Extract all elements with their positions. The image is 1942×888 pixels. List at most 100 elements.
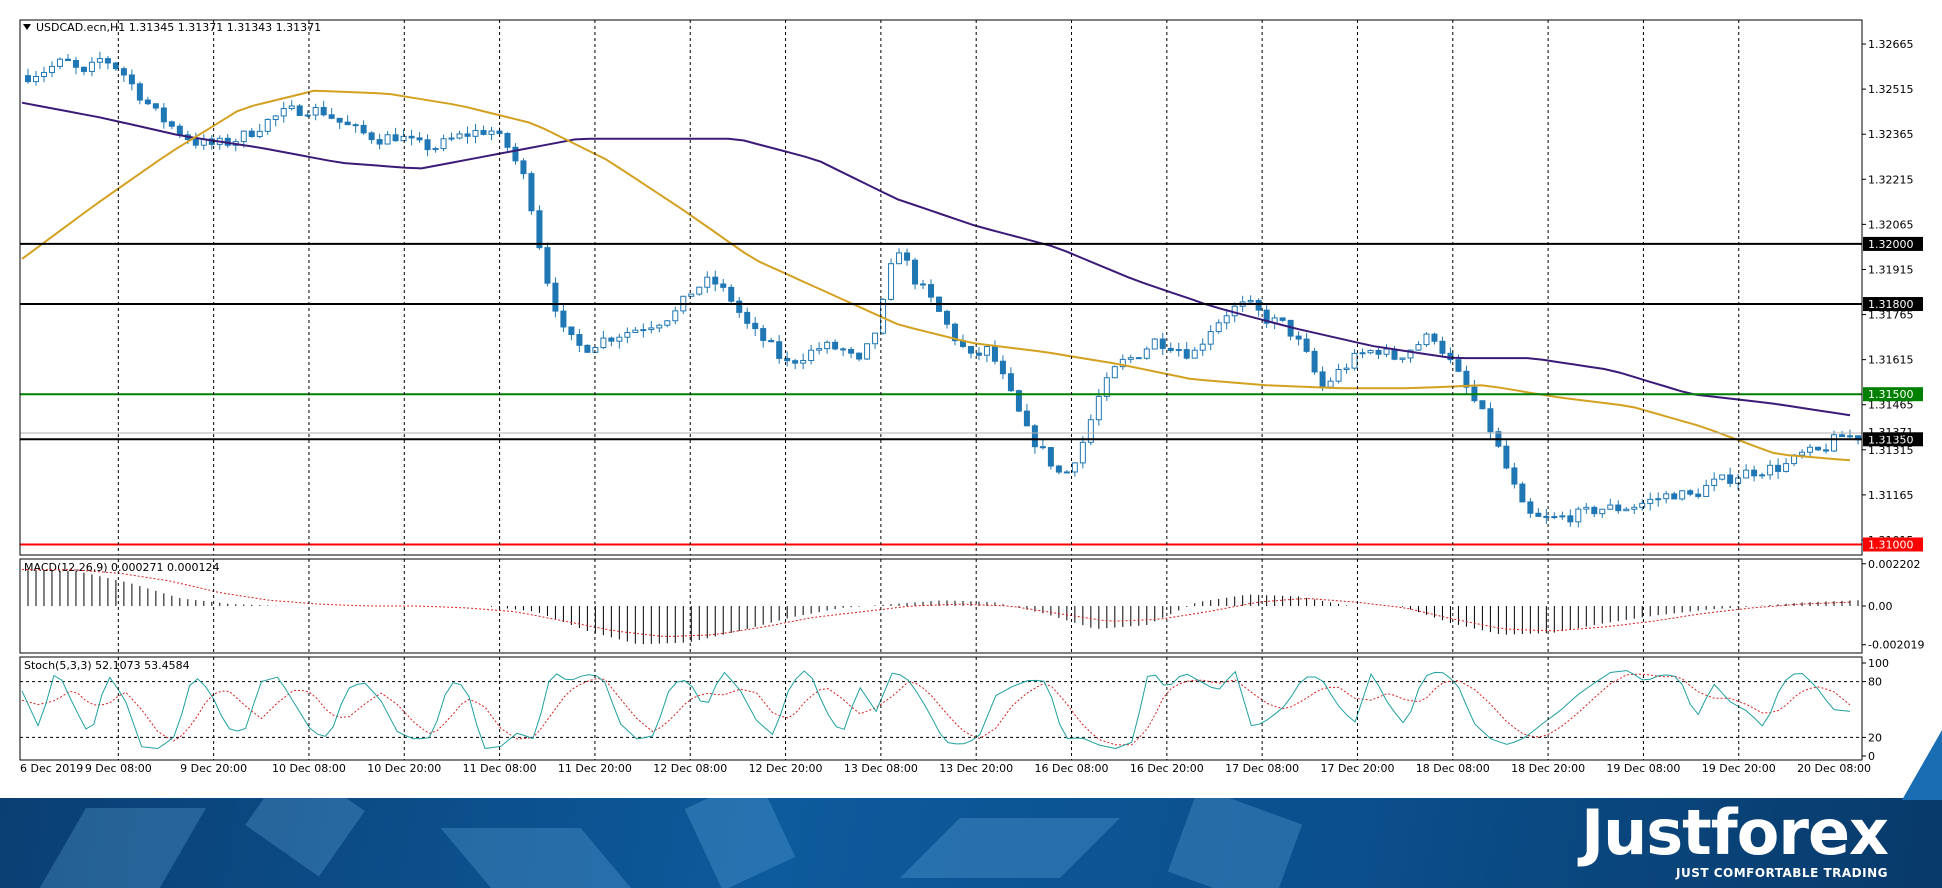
x-tick-label: 13 Dec 08:00 xyxy=(844,762,918,775)
candle-bearish xyxy=(999,360,1006,375)
candle-bearish xyxy=(464,133,471,137)
candle-bullish xyxy=(448,137,455,140)
candle-bearish xyxy=(1439,340,1446,354)
candle-bearish xyxy=(1303,338,1310,352)
price-panel: USDCAD.ecn,H1 1.31345 1.31371 1.31343 1.… xyxy=(20,21,1862,546)
candle-bullish xyxy=(1103,377,1110,397)
candle-bullish xyxy=(1831,434,1838,452)
brand-banner xyxy=(0,798,1942,888)
candle-bullish xyxy=(624,331,631,338)
price-tick-label: 1.31765 xyxy=(1868,309,1914,322)
x-tick-label: 9 Dec 20:00 xyxy=(180,762,247,775)
candle-bullish xyxy=(1087,419,1094,443)
candle-bearish xyxy=(1295,335,1302,340)
candle-bullish xyxy=(1343,367,1350,371)
x-tick-label: 16 Dec 08:00 xyxy=(1035,762,1109,775)
candle-bullish xyxy=(664,320,671,326)
candle-bearish xyxy=(360,124,367,134)
x-tick-label: 12 Dec 08:00 xyxy=(653,762,727,775)
candle-bullish xyxy=(1719,474,1726,480)
candle-bullish xyxy=(1399,357,1406,360)
candle-bearish xyxy=(1047,447,1054,467)
candle-bearish xyxy=(424,139,431,151)
candle-bullish xyxy=(696,286,703,295)
candle-bearish xyxy=(832,341,839,350)
candle-bearish xyxy=(352,124,359,127)
x-tick-label: 12 Dec 20:00 xyxy=(749,762,823,775)
candle-bullish xyxy=(1551,516,1558,519)
candle-bearish xyxy=(176,125,183,136)
candle-bullish xyxy=(1095,395,1102,421)
candle-bearish xyxy=(64,58,71,62)
candle-bullish xyxy=(888,263,895,300)
candle-bearish xyxy=(1007,373,1014,392)
price-level-label: 1.31800 xyxy=(1868,298,1914,311)
candle-bullish xyxy=(1215,322,1222,333)
candle-bearish xyxy=(776,341,783,359)
candle-bearish xyxy=(1055,465,1062,473)
candle-bearish xyxy=(320,106,327,116)
macd-panel-frame xyxy=(19,558,1863,654)
stochastic-tick-label: 20 xyxy=(1868,731,1882,744)
candle-bullish xyxy=(1575,508,1582,523)
candle-bearish xyxy=(496,130,503,134)
candle-bearish xyxy=(296,105,303,116)
candle-bearish xyxy=(192,138,199,146)
candle-bearish xyxy=(1479,400,1486,410)
candle-bearish xyxy=(1015,390,1022,412)
candle-bearish xyxy=(1023,410,1030,427)
candle-bullish xyxy=(1735,477,1742,484)
chart-header: USDCAD.ecn,H1 1.31345 1.31371 1.31343 1.… xyxy=(36,21,321,34)
candle-bearish xyxy=(1319,371,1326,388)
candle-bearish xyxy=(1255,300,1262,311)
ma-slow-line xyxy=(21,101,1851,417)
candle-bearish xyxy=(512,146,519,162)
candle-bullish xyxy=(672,310,679,322)
candle-bullish xyxy=(1847,435,1854,438)
candle-bullish xyxy=(616,336,623,342)
candle-bullish xyxy=(1759,474,1766,477)
price-tick-label: 1.31315 xyxy=(1868,444,1914,457)
candle-bearish xyxy=(1727,474,1734,484)
candle-bullish xyxy=(704,276,711,288)
price-level-badge xyxy=(1863,297,1923,312)
candle-bullish xyxy=(288,105,295,110)
candle-bearish xyxy=(80,66,87,72)
candle-bearish xyxy=(928,284,935,298)
brand-logo[interactable]: Justforex xyxy=(1581,796,1889,869)
candle-bearish xyxy=(152,103,159,109)
candle-bullish xyxy=(688,293,695,297)
candle-bearish xyxy=(920,283,927,286)
candle-bullish xyxy=(48,65,55,73)
candle-bearish xyxy=(1375,349,1382,355)
banner-decoration xyxy=(440,828,640,888)
candle-bearish xyxy=(128,74,135,85)
candle-bullish xyxy=(1199,343,1206,351)
candle-bearish xyxy=(520,160,527,175)
price-tick-label: 1.32215 xyxy=(1868,173,1914,186)
candle-bullish xyxy=(1335,369,1342,382)
candle-bearish xyxy=(1135,357,1142,360)
candle-bullish xyxy=(272,115,279,120)
x-tick-label: 11 Dec 08:00 xyxy=(463,762,537,775)
candle-bearish xyxy=(344,121,351,126)
candle-bullish xyxy=(1799,451,1806,456)
dropdown-triangle-icon xyxy=(23,24,31,30)
candle-bullish xyxy=(872,332,879,345)
candle-bearish xyxy=(752,322,759,330)
candle-bullish xyxy=(1599,508,1606,515)
candle-bearish xyxy=(1039,446,1046,449)
candle-bearish xyxy=(1487,408,1494,433)
candle-bearish xyxy=(840,348,847,351)
x-tick-label: 18 Dec 20:00 xyxy=(1511,762,1585,775)
x-tick-label: 10 Dec 08:00 xyxy=(272,762,346,775)
candle-bearish xyxy=(1311,350,1318,373)
candle-bearish xyxy=(1823,449,1830,452)
candle-bullish xyxy=(1359,352,1366,355)
candle-bearish xyxy=(792,360,799,364)
macd-tick-label: -0.002019 xyxy=(1868,639,1924,652)
x-tick-label: 19 Dec 08:00 xyxy=(1606,762,1680,775)
banner-decoration xyxy=(900,818,1120,878)
candle-bearish xyxy=(760,328,767,341)
x-tick-label: 9 Dec 08:00 xyxy=(85,762,152,775)
